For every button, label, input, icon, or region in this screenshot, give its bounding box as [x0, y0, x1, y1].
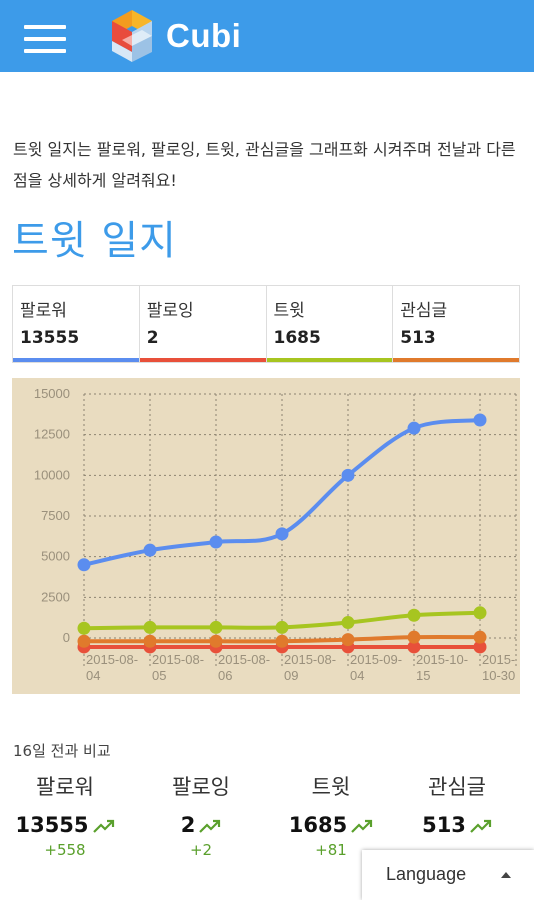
data-point-favorites	[209, 634, 223, 648]
stat-color-bar	[266, 358, 393, 362]
stat-color-bar	[13, 358, 139, 362]
stat-following: 팔로잉 2	[139, 286, 267, 362]
y-tick-label: 10000	[34, 467, 70, 482]
stat-followers: 팔로워 13555	[13, 286, 140, 362]
data-point-tweets	[407, 608, 421, 622]
y-tick-label: 15000	[34, 386, 70, 401]
comparison-value: 13555	[15, 813, 89, 837]
data-point-followers	[77, 558, 91, 572]
stat-value: 2	[146, 328, 159, 348]
comparison-number: 13555	[0, 813, 130, 837]
data-point-favorites	[473, 630, 487, 644]
language-selector[interactable]: Language	[362, 850, 534, 900]
comparison-row: 팔로워 13555 +558 팔로잉 2 +2 트윗 1685 +81 관심글 …	[0, 770, 534, 870]
stats-summary: 팔로워 13555 팔로잉 2 트윗 1685 관심글 513	[12, 285, 520, 363]
comparison-number: 1685	[266, 813, 396, 837]
x-tick-label: 05	[152, 668, 166, 683]
trending-up-icon	[199, 819, 221, 833]
hamburger-menu-icon[interactable]	[24, 25, 66, 53]
comparison-title: 16일 전과 비교	[13, 742, 111, 760]
comparison-number: 513	[392, 813, 522, 837]
trending-up-icon	[351, 819, 373, 833]
x-tick-label: 15	[416, 668, 430, 683]
data-point-tweets	[341, 616, 355, 630]
x-tick-label: 04	[350, 668, 364, 683]
data-point-tweets	[275, 620, 289, 634]
data-point-followers	[143, 543, 157, 557]
data-point-favorites	[407, 630, 421, 644]
stat-color-bar	[139, 358, 266, 362]
language-label: Language	[386, 864, 467, 884]
y-tick-label: 5000	[41, 549, 70, 564]
y-tick-label: 2500	[41, 589, 70, 604]
app-header: Cubi	[0, 0, 534, 72]
comparison-name: 관심글	[428, 775, 486, 799]
x-tick-label: 2015-09-	[350, 652, 402, 667]
caret-up-icon	[501, 872, 511, 878]
data-point-favorites	[77, 634, 91, 648]
stat-label: 팔로잉	[146, 301, 194, 321]
intro-description: 트윗 일지는 팔로워, 팔로잉, 트윗, 관심글을 그래프화 시켜주며 전날과 …	[13, 140, 516, 190]
comparison-name: 팔로잉	[172, 775, 230, 799]
trending-up-icon	[92, 819, 114, 833]
data-point-tweets	[77, 621, 91, 635]
x-tick-label: 2015-08-	[152, 652, 204, 667]
comparison-following: 팔로잉 2 +2	[136, 770, 266, 859]
activity-chart: 15000 12500 10000 7500 5000 2500 0 2015-08- 04 20…	[12, 378, 520, 694]
data-point-tweets	[473, 606, 487, 620]
y-tick-label: 7500	[41, 508, 70, 523]
data-point-followers	[275, 527, 289, 541]
trending-up-icon	[470, 819, 492, 833]
stat-color-bar	[393, 358, 519, 362]
data-point-tweets	[209, 620, 223, 634]
x-tick-label: 2015-10-	[416, 652, 468, 667]
data-point-following	[473, 640, 487, 654]
comparison-diff: +81	[315, 841, 347, 859]
x-tick-label: 2015-08-	[218, 652, 270, 667]
comparison-tweets: 트윗 1685 +81	[266, 770, 396, 859]
series-line-followers	[82, 418, 482, 567]
y-tick-label: 0	[63, 630, 70, 645]
comparison-value: 1685	[288, 813, 348, 837]
data-point-followers	[209, 535, 223, 549]
x-tick-label: 2015-08-	[86, 652, 138, 667]
comparison-followers: 팔로워 13555 +558	[0, 770, 130, 859]
stat-favorites: 관심글 513	[393, 286, 519, 362]
page-title: 트윗 일지	[12, 218, 177, 264]
comparison-name: 트윗	[311, 775, 351, 799]
x-tick-label: 2015-08-	[284, 652, 336, 667]
cubi-logo-icon[interactable]	[108, 8, 156, 64]
comparison-value: 2	[180, 813, 196, 837]
stat-label: 관심글	[400, 301, 448, 321]
comparison-name: 팔로워	[36, 775, 94, 799]
stat-tweets: 트윗 1685	[266, 286, 394, 362]
data-point-tweets	[143, 620, 157, 634]
stat-value: 513	[400, 328, 436, 348]
data-point-followers	[341, 468, 355, 482]
data-point-followers	[407, 421, 421, 435]
data-point-following	[407, 640, 421, 654]
x-tick-label: 10-30	[482, 668, 515, 683]
comparison-diff: +558	[44, 841, 86, 859]
comparison-value: 513	[422, 813, 466, 837]
data-point-followers	[473, 413, 487, 427]
comparison-favorites: 관심글 513	[392, 770, 522, 841]
data-point-favorites	[143, 634, 157, 648]
data-point-favorites	[341, 633, 355, 647]
brand-name[interactable]: Cubi	[166, 17, 242, 54]
comparison-diff: +2	[189, 841, 213, 859]
stat-value: 1685	[273, 328, 321, 348]
x-tick-label: 2015-	[482, 652, 515, 667]
stat-label: 트윗	[273, 301, 305, 321]
x-tick-label: 06	[218, 668, 232, 683]
y-tick-label: 12500	[34, 427, 70, 442]
stat-label: 팔로워	[20, 301, 67, 321]
stat-value: 13555	[20, 328, 80, 348]
data-point-favorites	[275, 634, 289, 648]
x-tick-label: 04	[86, 668, 100, 683]
comparison-number: 2	[136, 813, 266, 837]
x-tick-label: 09	[284, 668, 298, 683]
activity-chart-svg: 15000125001000075005000250002015-08-0420…	[34, 386, 517, 683]
